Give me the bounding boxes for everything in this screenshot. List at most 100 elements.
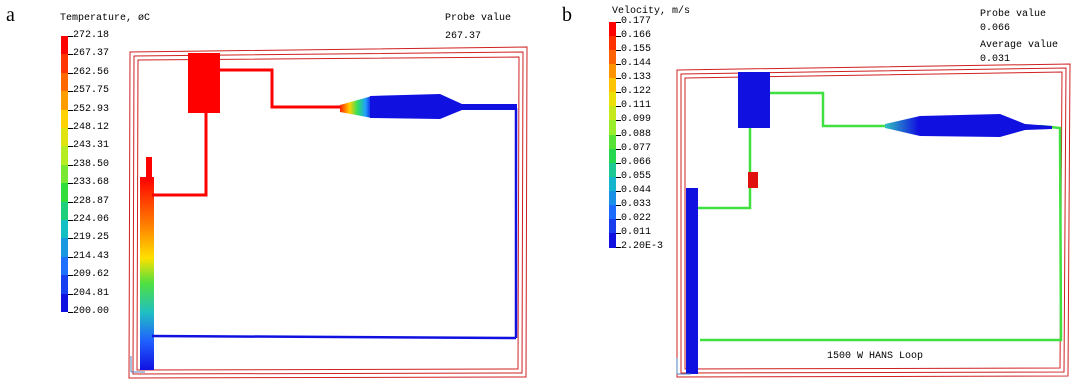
velocity-legend-color-segment bbox=[609, 22, 616, 37]
temperature-legend-tick-mark bbox=[68, 164, 73, 166]
temperature-legend-tick-mark bbox=[68, 72, 73, 74]
velocity-legend-color-segment bbox=[609, 190, 616, 206]
cold-leg-pipes bbox=[151, 108, 518, 340]
velocity-legend-tick-mark bbox=[616, 22, 621, 23]
temperature-legend-color-segment bbox=[61, 220, 68, 239]
heat-exchanger-inlet-a bbox=[340, 96, 372, 118]
temperature-legend-color-segment bbox=[61, 201, 68, 221]
temperature-legend-color-segment bbox=[61, 146, 68, 166]
probe-value-a: 267.37 bbox=[445, 31, 482, 42]
heater-top-a bbox=[146, 157, 152, 181]
velocity-legend-tick-label: 0.022 bbox=[621, 212, 652, 224]
velocity-legend-color-segment bbox=[609, 162, 616, 178]
temperature-legend-tick-label: 228.87 bbox=[73, 195, 110, 207]
axis-glyph-b bbox=[676, 358, 691, 375]
velocity-legend-tick-label: 0.066 bbox=[621, 156, 652, 168]
temperature-legend-tick-label: 272.18 bbox=[73, 30, 110, 41]
heater-leg-a bbox=[140, 177, 154, 370]
velocity-legend-tick-mark bbox=[616, 106, 621, 108]
temperature-legend-tick-label: 209.62 bbox=[73, 269, 110, 281]
heat-exchanger-a bbox=[370, 94, 517, 119]
panel-b-letter: b bbox=[562, 4, 572, 26]
velocity-legend-tick-mark bbox=[616, 218, 621, 220]
probe-label-b: Probe value bbox=[980, 9, 1047, 20]
temperature-color-bar bbox=[61, 36, 68, 313]
velocity-legend-color-segment bbox=[609, 176, 616, 192]
temperature-legend-color-segment bbox=[61, 128, 68, 147]
temperature-legend-tick-label: 200.00 bbox=[73, 306, 110, 317]
velocity-legend-tick-label: 0.133 bbox=[621, 72, 652, 84]
temperature-legend-tick-label: 224.06 bbox=[73, 214, 110, 225]
temperature-legend-tick-label: 233.68 bbox=[73, 177, 110, 189]
temperature-legend-color-segment bbox=[61, 109, 68, 129]
velocity-legend-tick-mark bbox=[616, 92, 621, 94]
temperature-legend-tick-label: 248.12 bbox=[73, 122, 110, 133]
velocity-legend-tick-label: 0.033 bbox=[621, 198, 652, 210]
velocity-legend-tick-mark bbox=[616, 78, 621, 80]
velocity-legend-tick-mark bbox=[616, 148, 621, 150]
velocity-legend-tick-label: 0.055 bbox=[621, 170, 652, 182]
temperature-legend-color-segment bbox=[61, 91, 68, 111]
velocity-legend-tick-mark bbox=[616, 50, 621, 52]
temperature-legend-tick-mark bbox=[68, 54, 73, 56]
temperature-legend-tick-mark bbox=[68, 312, 73, 313]
velocity-legend-tick-label: 0.144 bbox=[621, 58, 652, 70]
velocity-legend-tick-mark bbox=[616, 232, 621, 234]
temperature-legend-tick-mark bbox=[68, 275, 73, 277]
velocity-legend-tick-mark bbox=[616, 247, 621, 248]
temperature-legend-tick-mark bbox=[68, 256, 73, 258]
temperature-legend-tick-mark bbox=[68, 238, 73, 240]
axis-glyph-a bbox=[130, 356, 145, 373]
heater-leg-b bbox=[686, 188, 698, 374]
temperature-legend-tick-mark bbox=[68, 293, 73, 295]
probe-block-b bbox=[748, 172, 758, 188]
velocity-legend-color-segment bbox=[609, 134, 616, 150]
temperature-legend-tick-label: 238.50 bbox=[73, 158, 110, 170]
temperature-legend-tick-mark bbox=[68, 220, 73, 221]
velocity-legend-color-segment bbox=[609, 106, 616, 121]
temperature-legend-tick-mark bbox=[68, 183, 73, 185]
temperature-legend-tick-label: 267.37 bbox=[73, 48, 110, 60]
velocity-domain: 1500 W HANS Loop bbox=[676, 63, 1071, 378]
temperature-legend-tick-label: 252.93 bbox=[73, 103, 110, 115]
velocity-legend-tick-label: 0.099 bbox=[621, 114, 652, 126]
velocity-legend-tick-label: 0.111 bbox=[621, 100, 652, 112]
velocity-legend-color-segment bbox=[609, 92, 616, 107]
hot-leg-pipes bbox=[152, 68, 345, 197]
heat-exchanger-b bbox=[885, 114, 1052, 137]
probe-label-a: Probe value bbox=[445, 13, 512, 24]
velocity-legend-tick-label: 0.155 bbox=[621, 44, 652, 56]
velocity-legend-tick-label: 0.166 bbox=[621, 30, 652, 42]
upper-tank-b bbox=[738, 72, 770, 128]
velocity-legend-color-segment bbox=[609, 204, 616, 220]
temperature-legend-tick-mark bbox=[68, 91, 73, 93]
velocity-legend-tick-mark bbox=[616, 190, 621, 192]
temperature-legend-tick-mark bbox=[68, 201, 73, 203]
upper-tank-a bbox=[188, 53, 220, 113]
temperature-legend-color-segment bbox=[61, 238, 68, 258]
velocity-legend-tick-label: 0.122 bbox=[621, 86, 652, 98]
temperature-legend-color-segment bbox=[61, 183, 68, 203]
temperature-legend-tick-mark bbox=[68, 109, 73, 111]
temperature-legend-tick-mark bbox=[68, 128, 73, 129]
velocity-legend-color-segment bbox=[609, 218, 616, 234]
velocity-legend-tick-mark bbox=[616, 120, 621, 122]
domain-frame-b bbox=[676, 63, 1071, 378]
temperature-legend-tick-label: 243.31 bbox=[73, 140, 110, 152]
temperature-legend-tick-label: 219.25 bbox=[73, 232, 110, 244]
panel-b: b Velocity, m/s 0.177 0.166 0.155 0.144 0.13… bbox=[540, 0, 1072, 380]
temperature-legend-tick-mark bbox=[68, 146, 73, 148]
velocity-legend-title: Velocity, m/s bbox=[612, 6, 691, 17]
velocity-legend-color-segment bbox=[609, 64, 616, 79]
temperature-legend-color-segment bbox=[61, 36, 68, 55]
velocity-legend-color-segment bbox=[609, 120, 616, 135]
average-label-b: Average value bbox=[980, 40, 1059, 51]
temperature-domain bbox=[128, 46, 528, 379]
velocity-color-bar bbox=[609, 22, 616, 248]
temperature-legend-tick-mark bbox=[68, 36, 73, 37]
velocity-legend-tick-label: 0.044 bbox=[621, 184, 652, 196]
probe-value-b: 0.066 bbox=[980, 23, 1011, 34]
panel-a: a Temperature, øC 272.18 267.37 262.56 257.… bbox=[6, 4, 528, 379]
velocity-legend-tick-label: 0.077 bbox=[621, 142, 652, 154]
velocity-legend-tick-mark bbox=[616, 134, 621, 136]
